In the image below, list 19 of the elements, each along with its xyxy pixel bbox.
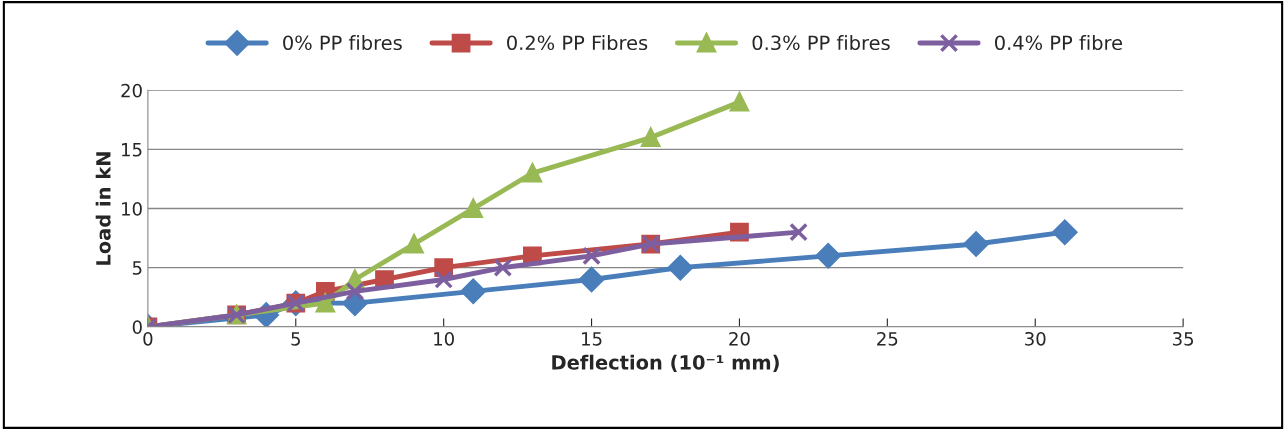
x-axis-title: Deflection (10⁻¹ mm) (552, 354, 779, 373)
y-axis-title: Load in kN (95, 152, 111, 265)
x-tick-label: 35 (1173, 331, 1194, 346)
y-tick-label: 15 (122, 143, 142, 157)
x-tick-label: 20 (729, 331, 750, 346)
legend-label: 0% PP fibres (283, 35, 402, 51)
y-tick-label: 0 (132, 320, 142, 334)
x-tick-label: 30 (1025, 331, 1046, 346)
x-tick-label: 10 (434, 331, 454, 346)
y-tick-label: 10 (122, 202, 142, 216)
x-tick-label: 0 (143, 331, 153, 346)
legend-label: 0.2% PP Fibres (507, 35, 648, 51)
x-tick-label: 15 (582, 332, 602, 346)
y-tick-label: 5 (132, 261, 142, 275)
y-tick-label: 20 (121, 83, 142, 98)
legend-label: 0.3% PP fibres (752, 35, 890, 51)
x-tick-label: 5 (291, 332, 300, 346)
x-tick-label: 25 (877, 331, 898, 346)
legend-label: 0.4% PP fibre (995, 35, 1123, 51)
